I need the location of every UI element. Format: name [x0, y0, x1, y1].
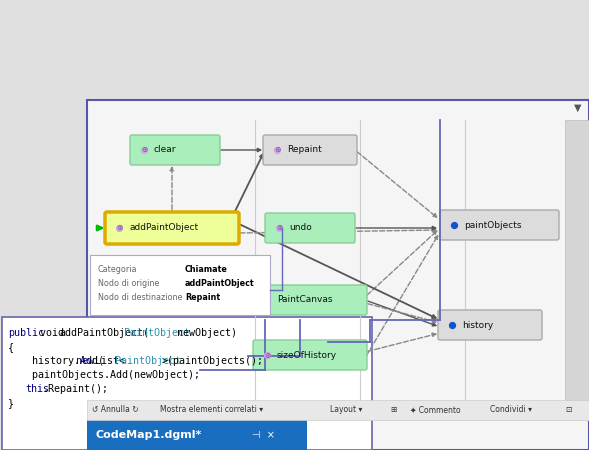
Point	[274, 225, 284, 232]
Text: clear: clear	[154, 145, 177, 154]
FancyBboxPatch shape	[2, 317, 372, 450]
Text: addPaintObject: addPaintObject	[185, 279, 254, 288]
Text: PaintObject: PaintObject	[124, 328, 190, 338]
Text: undo: undo	[289, 224, 312, 233]
FancyBboxPatch shape	[130, 135, 220, 165]
FancyBboxPatch shape	[265, 213, 355, 243]
Text: ⊛: ⊛	[264, 351, 270, 360]
Point	[272, 146, 282, 153]
Text: addPaintObject(: addPaintObject(	[59, 328, 150, 338]
Text: ⊛: ⊛	[141, 145, 147, 154]
Text: newObject): newObject)	[171, 328, 237, 338]
Text: Nodo di origine: Nodo di origine	[98, 279, 160, 288]
Text: void: void	[34, 328, 70, 338]
Point	[447, 321, 456, 328]
Text: public: public	[8, 328, 44, 338]
Text: history.Add(: history.Add(	[8, 356, 104, 366]
Text: Categoria: Categoria	[98, 266, 137, 274]
Text: Repaint: Repaint	[287, 145, 322, 154]
Text: Condividi ▾: Condividi ▾	[490, 405, 532, 414]
Text: sizeOfHistory: sizeOfHistory	[277, 351, 337, 360]
Text: paintObjects: paintObjects	[464, 220, 521, 230]
Point	[262, 351, 272, 359]
FancyBboxPatch shape	[87, 420, 307, 450]
Text: ⊛: ⊛	[264, 296, 270, 305]
Text: Repaint: Repaint	[185, 293, 220, 302]
Text: }: }	[8, 398, 14, 408]
FancyBboxPatch shape	[87, 100, 589, 450]
FancyBboxPatch shape	[253, 340, 367, 370]
Text: .Repaint();: .Repaint();	[42, 384, 108, 394]
Text: PaintCanvas: PaintCanvas	[277, 296, 333, 305]
Text: Chiamate: Chiamate	[185, 266, 228, 274]
Text: PaintObject: PaintObject	[115, 356, 181, 366]
Text: ⊛: ⊛	[276, 224, 282, 233]
Text: Mostra elementi correlati ▾: Mostra elementi correlati ▾	[160, 405, 263, 414]
Text: ⊣  ×: ⊣ ×	[252, 430, 275, 440]
FancyBboxPatch shape	[90, 255, 270, 315]
Text: CodeMap1.dgml*: CodeMap1.dgml*	[95, 430, 201, 440]
Text: Nodo di destinazione: Nodo di destinazione	[98, 293, 183, 302]
Text: addPaintObject: addPaintObject	[129, 224, 198, 233]
Text: paintObjects.Add(newObject);: paintObjects.Add(newObject);	[8, 370, 200, 380]
Text: ⊡: ⊡	[565, 405, 571, 414]
FancyBboxPatch shape	[565, 120, 589, 400]
Text: Layout ▾: Layout ▾	[330, 405, 362, 414]
Text: ▼: ▼	[574, 103, 582, 113]
Text: ⊛: ⊛	[274, 145, 280, 154]
Text: {: {	[8, 342, 14, 352]
FancyBboxPatch shape	[263, 135, 357, 165]
Point	[114, 225, 124, 232]
Text: >(paintObjects();: >(paintObjects();	[162, 356, 264, 366]
Text: history: history	[462, 320, 493, 329]
Point	[449, 221, 459, 229]
FancyBboxPatch shape	[87, 400, 589, 420]
Text: new: new	[77, 356, 94, 366]
Text: this: this	[25, 384, 49, 394]
Text: List<: List<	[90, 356, 125, 366]
FancyBboxPatch shape	[253, 285, 367, 315]
Text: ⊛: ⊛	[116, 224, 122, 233]
FancyBboxPatch shape	[440, 210, 559, 240]
Point	[139, 146, 148, 153]
Text: ✦ Commento: ✦ Commento	[410, 405, 461, 414]
FancyBboxPatch shape	[438, 310, 542, 340]
Point	[262, 297, 272, 304]
Text: ⊞: ⊞	[390, 405, 396, 414]
FancyBboxPatch shape	[105, 212, 239, 244]
Text: ↺ Annulla ↻: ↺ Annulla ↻	[92, 405, 138, 414]
